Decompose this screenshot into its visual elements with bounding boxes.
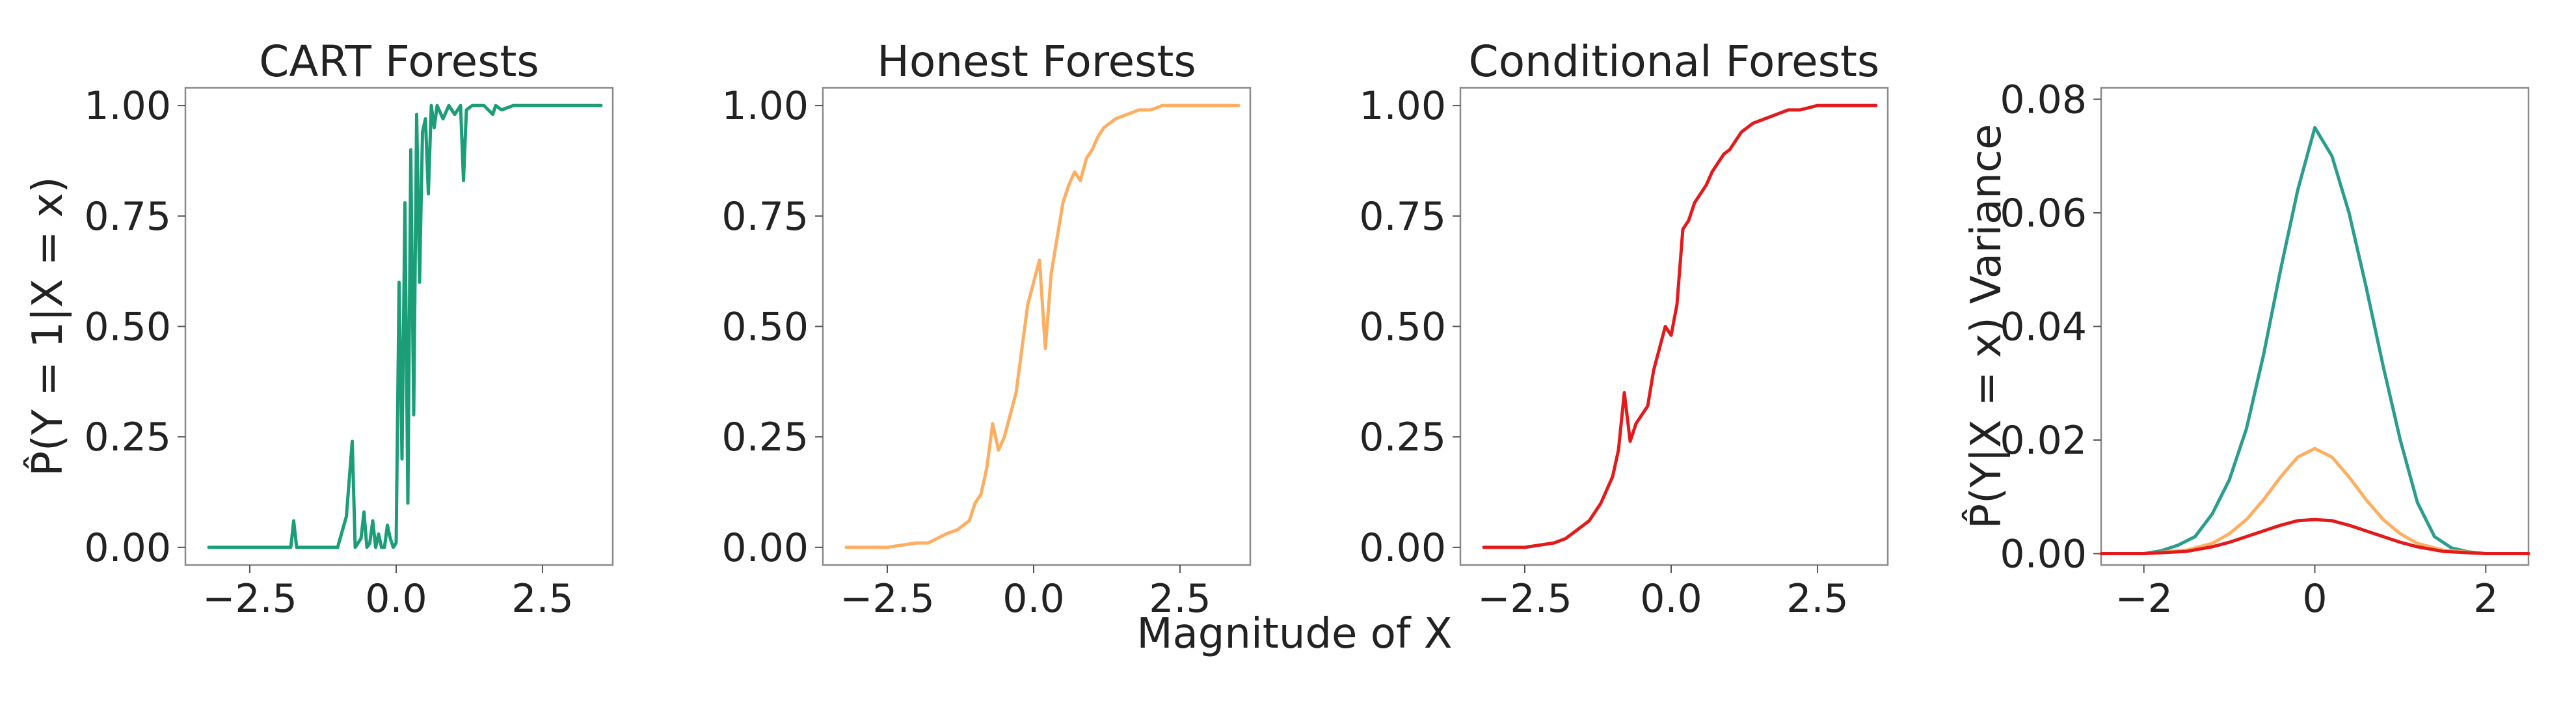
- y-tick-label: 0.50: [721, 305, 809, 350]
- y-tick-label: 0.00: [1359, 525, 1446, 571]
- chart-panel-3: −2.5 0.0 2.5 0.00 0.25 0.50 0.75 1.00 Conditiona…: [1359, 36, 1889, 622]
- series-line-1: [207, 103, 603, 549]
- x-tick-label: 0.0: [1640, 576, 1702, 622]
- x-tick-label: −2.5: [202, 576, 297, 622]
- y-tick-label: 1.00: [1359, 83, 1446, 129]
- y-tick-label: 0.00: [2000, 532, 2087, 577]
- series-line-1: [2099, 126, 2530, 555]
- x-tick-label: −2: [2115, 576, 2172, 622]
- x-tick-label: 0.0: [1002, 576, 1064, 622]
- chart-title: CART Forests: [259, 36, 539, 87]
- chart-title: Honest Forests: [877, 36, 1196, 87]
- y-tick-label: 0.06: [2000, 191, 2087, 236]
- chart-panel-4: −2 0 2 0.00 0.02 0.04 0.06 0.08P̂(Y|X = x) Vari…: [1961, 77, 2530, 622]
- y-tick-label: 1.00: [84, 83, 171, 129]
- plot-frame: [822, 87, 1252, 566]
- y-tick-label: 0.50: [1359, 305, 1446, 350]
- y-tick-label: 0.25: [1359, 415, 1446, 460]
- y-axis-label: P̂(Y|X = x) Variance: [1961, 124, 2011, 529]
- x-tick-label: 2.5: [1149, 576, 1211, 622]
- x-tick-label: 2.5: [1786, 576, 1848, 622]
- chart-panel-2: −2.5 0.0 2.5 0.00 0.25 0.50 0.75 1.00 Honest For…: [721, 36, 1252, 622]
- shared-x-axis-label: Magnitude of X: [1136, 610, 1452, 658]
- y-tick-label: 0.75: [84, 194, 171, 240]
- series-line-3: [2099, 517, 2530, 555]
- series-line-1: [844, 103, 1241, 549]
- y-tick-label: 1.00: [721, 83, 809, 129]
- x-tick-label: 0.0: [365, 576, 427, 622]
- series-line-2: [2099, 447, 2530, 555]
- y-tick-label: 0.00: [721, 525, 809, 571]
- x-tick-label: −2.5: [1477, 576, 1572, 622]
- chart-title: Conditional Forests: [1469, 36, 1880, 87]
- plot-frame: [2100, 87, 2530, 566]
- x-tick-label: 2.5: [511, 576, 573, 622]
- x-tick-label: 2: [2473, 576, 2498, 622]
- y-tick-label: 0.75: [1359, 194, 1446, 240]
- y-axis-label: P̂(Y = 1|X = x): [22, 176, 72, 476]
- chart-panel-1: −2.5 0.0 2.5 0.00 0.25 0.50 0.75 1.00 CART Fores…: [22, 36, 614, 622]
- y-tick-label: 0.50: [84, 305, 171, 350]
- y-tick-label: 0.02: [2000, 418, 2087, 463]
- x-tick-label: −2.5: [840, 576, 935, 622]
- y-tick-label: 0.75: [721, 194, 809, 240]
- y-tick-label: 0.00: [84, 525, 171, 571]
- y-tick-label: 0.25: [721, 415, 809, 460]
- series-line-1: [1482, 103, 1878, 549]
- y-tick-label: 0.04: [2000, 305, 2087, 350]
- x-tick-label: 0: [2302, 576, 2327, 622]
- y-tick-label: 0.08: [2000, 77, 2087, 122]
- y-tick-label: 0.25: [84, 415, 171, 460]
